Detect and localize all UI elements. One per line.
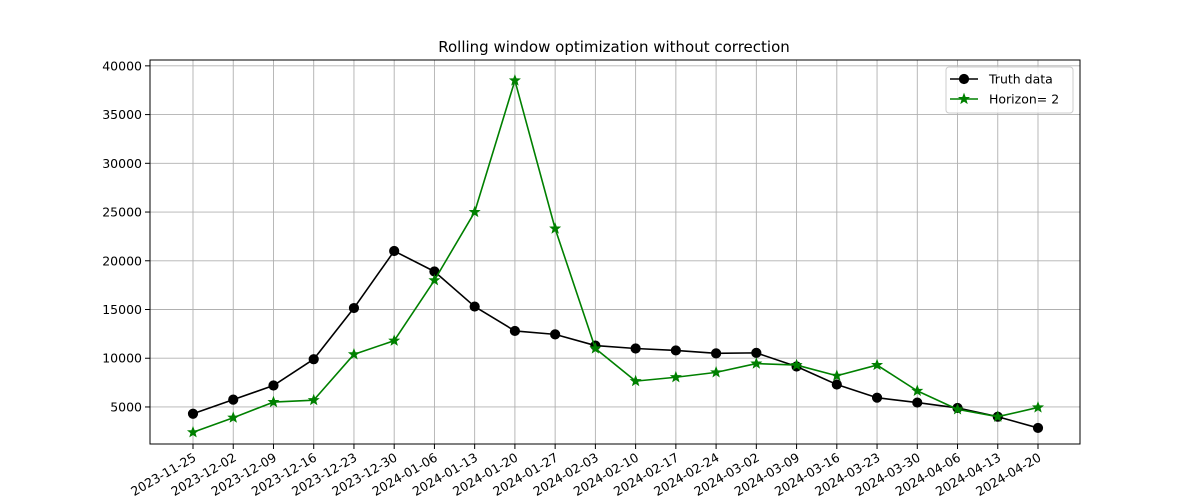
data-point-circle <box>268 380 279 391</box>
series-horizon-2 <box>186 74 1045 438</box>
data-point-star <box>549 222 562 234</box>
data-point-star <box>629 374 642 387</box>
data-point-star <box>508 74 521 86</box>
data-point-circle <box>469 301 480 312</box>
data-point-star <box>1031 401 1045 413</box>
legend-label: Horizon= 2 <box>989 92 1059 107</box>
data-point-circle <box>710 348 722 359</box>
data-point-star <box>388 334 401 346</box>
legend-marker <box>957 92 971 105</box>
data-point-circle <box>509 325 521 337</box>
data-point-circle <box>187 408 199 419</box>
data-point-star <box>790 358 803 371</box>
data-point-star <box>911 384 924 397</box>
data-point-circle <box>389 245 400 257</box>
data-point-star <box>830 369 843 381</box>
series-truth-data <box>187 245 1044 434</box>
series-line <box>192 79 1039 434</box>
y-tick-label: 30000 <box>102 156 142 171</box>
data-point-circle <box>348 302 360 314</box>
data-point-star <box>186 425 200 438</box>
data-point-circle <box>670 345 681 356</box>
data-point-star <box>589 342 602 354</box>
data-point-star <box>347 348 360 360</box>
data-point-star <box>871 358 884 371</box>
data-point-star <box>227 411 240 423</box>
data-point-star <box>710 366 723 378</box>
series-line <box>192 250 1039 429</box>
chart-title: Rolling window optimization without corr… <box>438 38 790 56</box>
data-point-circle <box>630 343 641 354</box>
data-point-circle <box>751 347 762 358</box>
data-point-star <box>669 370 682 383</box>
legend-label: Truth data <box>988 72 1053 87</box>
y-tick-label: 15000 <box>102 302 142 317</box>
plot-frame <box>149 59 1081 445</box>
data-point-circle <box>308 354 319 365</box>
y-tick-label: 20000 <box>102 253 142 268</box>
y-tick-label: 25000 <box>102 205 142 220</box>
data-point-star <box>951 403 964 415</box>
data-point-star <box>307 393 320 406</box>
data-point-star <box>991 410 1004 422</box>
series-layer <box>186 74 1045 438</box>
legend-marker <box>958 73 970 85</box>
data-point-circle <box>871 392 883 403</box>
data-point-star <box>468 205 481 218</box>
y-tick-label: 5000 <box>110 399 142 414</box>
data-point-circle <box>228 394 239 405</box>
grid <box>150 60 1080 444</box>
y-tick-label: 40000 <box>102 58 142 73</box>
data-point-circle <box>912 397 923 408</box>
data-point-star <box>267 395 280 408</box>
data-point-star <box>428 273 441 286</box>
legend-entry: Horizon= 2 <box>950 92 1059 107</box>
legend: Truth data Horizon= 2 <box>945 66 1074 114</box>
y-tick-label: 10000 <box>102 351 142 366</box>
data-point-circle <box>1032 422 1044 434</box>
legend-entry: Truth data <box>950 72 1053 87</box>
data-point-circle <box>550 329 561 340</box>
data-point-circle <box>831 379 842 390</box>
y-tick-label: 35000 <box>102 107 142 122</box>
data-point-star <box>750 357 763 369</box>
